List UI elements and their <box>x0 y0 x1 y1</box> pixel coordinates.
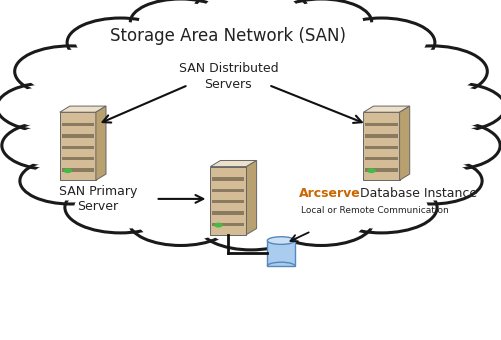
Polygon shape <box>365 168 397 172</box>
Ellipse shape <box>7 87 94 127</box>
Polygon shape <box>365 146 397 149</box>
Ellipse shape <box>328 18 434 67</box>
Text: Local or Remote Communication: Local or Remote Communication <box>301 206 448 215</box>
Ellipse shape <box>75 186 166 228</box>
Text: SAN Distributed
Servers: SAN Distributed Servers <box>178 63 278 90</box>
Ellipse shape <box>325 182 436 233</box>
Ellipse shape <box>390 162 472 200</box>
Ellipse shape <box>15 46 126 97</box>
Polygon shape <box>62 134 94 138</box>
Ellipse shape <box>64 169 71 172</box>
Ellipse shape <box>138 202 223 241</box>
Ellipse shape <box>12 125 99 166</box>
Polygon shape <box>212 177 244 181</box>
Polygon shape <box>210 167 246 235</box>
Polygon shape <box>365 134 397 138</box>
Polygon shape <box>399 106 409 180</box>
Ellipse shape <box>203 0 298 34</box>
Ellipse shape <box>199 202 302 250</box>
Ellipse shape <box>278 202 363 241</box>
Ellipse shape <box>407 87 494 127</box>
Polygon shape <box>210 160 256 167</box>
Ellipse shape <box>214 223 221 227</box>
Ellipse shape <box>398 83 501 132</box>
Polygon shape <box>363 106 409 112</box>
Polygon shape <box>62 123 94 126</box>
Polygon shape <box>60 106 106 112</box>
Ellipse shape <box>0 83 103 132</box>
Polygon shape <box>246 160 256 235</box>
Ellipse shape <box>77 22 164 63</box>
Text: Arcserve: Arcserve <box>298 187 360 200</box>
Polygon shape <box>62 168 94 172</box>
Polygon shape <box>212 200 244 203</box>
Polygon shape <box>212 223 244 226</box>
Ellipse shape <box>375 46 486 97</box>
Ellipse shape <box>193 0 308 38</box>
Polygon shape <box>212 211 244 215</box>
Text: Storage Area Network (SAN): Storage Area Network (SAN) <box>110 27 346 45</box>
Polygon shape <box>62 157 94 160</box>
Ellipse shape <box>271 0 371 45</box>
Ellipse shape <box>139 3 221 41</box>
Text: SAN Primary
Server: SAN Primary Server <box>59 185 137 213</box>
Ellipse shape <box>385 51 476 92</box>
Ellipse shape <box>267 237 295 244</box>
Ellipse shape <box>67 18 173 67</box>
Polygon shape <box>60 112 96 180</box>
Polygon shape <box>365 123 397 126</box>
Polygon shape <box>212 189 244 192</box>
Ellipse shape <box>367 169 374 172</box>
Ellipse shape <box>402 125 489 166</box>
Ellipse shape <box>208 207 293 245</box>
Ellipse shape <box>335 186 426 228</box>
Polygon shape <box>365 157 397 160</box>
Ellipse shape <box>29 162 111 200</box>
Ellipse shape <box>25 51 116 92</box>
Ellipse shape <box>129 198 232 245</box>
Ellipse shape <box>269 198 372 245</box>
Ellipse shape <box>60 15 441 219</box>
Polygon shape <box>267 241 295 266</box>
Text: Database Instance: Database Instance <box>356 187 476 200</box>
Polygon shape <box>96 106 106 180</box>
Ellipse shape <box>20 158 120 204</box>
Ellipse shape <box>337 22 424 63</box>
Ellipse shape <box>2 121 108 170</box>
Polygon shape <box>363 112 399 180</box>
Polygon shape <box>62 146 94 149</box>
Ellipse shape <box>60 15 441 219</box>
Ellipse shape <box>393 121 499 170</box>
Ellipse shape <box>65 182 176 233</box>
Ellipse shape <box>381 158 481 204</box>
Ellipse shape <box>280 3 362 41</box>
Ellipse shape <box>130 0 230 45</box>
